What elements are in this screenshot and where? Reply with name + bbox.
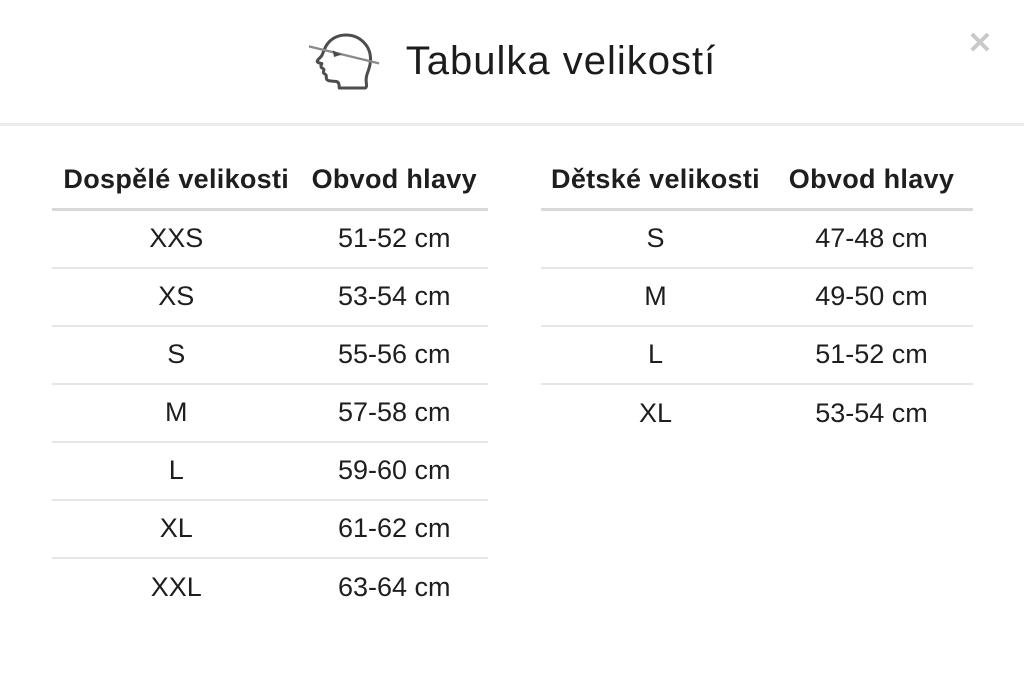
table-row: S 47-48 cm: [541, 209, 973, 269]
children-circumference-column-header: Obvod hlavy: [769, 164, 973, 211]
table-row: L 59-60 cm: [52, 441, 488, 501]
table-cell: M: [52, 383, 301, 443]
table-row: M 49-50 cm: [541, 267, 973, 327]
table-cell: 49-50 cm: [769, 267, 973, 327]
table-row: XL 61-62 cm: [52, 499, 488, 559]
table-header-row: Dětské velikosti Obvod hlavy: [541, 164, 973, 211]
table-cell: XS: [52, 267, 301, 327]
table-cell: 59-60 cm: [300, 441, 488, 501]
modal-title: Tabulka velikostí: [405, 39, 717, 83]
table-row: XS 53-54 cm: [52, 267, 488, 327]
head-measurement-icon: [308, 29, 380, 94]
close-icon[interactable]: ✕: [960, 24, 1000, 64]
children-sizes-table: Dětské velikosti Obvod hlavy S 47-48 cm M 4…: [541, 164, 973, 442]
table-row: S 55-56 cm: [52, 325, 488, 385]
table-cell: 51-52 cm: [300, 209, 488, 269]
table-cell: 61-62 cm: [300, 499, 488, 559]
table-cell: XXS: [52, 209, 301, 269]
children-size-column-header: Dětské velikosti: [541, 164, 770, 211]
table-cell: XXL: [150, 571, 202, 602]
table-header-row: Dospělé velikosti Obvod hlavy: [52, 164, 488, 211]
size-tables-container: Dospělé velikosti Obvod hlavy XXS 51-52 c…: [0, 126, 1024, 616]
table-cell: S: [541, 209, 770, 269]
adult-circumference-column-header: Obvod hlavy: [300, 164, 488, 211]
size-chart-modal-header: Tabulka velikostí ✕: [0, 0, 1024, 126]
table-cell: M: [541, 267, 770, 327]
table-row: XXL 63-64 cm: [52, 558, 488, 616]
table-cell: XL: [638, 397, 672, 428]
table-cell: 57-58 cm: [300, 383, 488, 443]
table-cell: L: [52, 441, 301, 501]
table-cell: L: [541, 325, 770, 385]
table-cell: 47-48 cm: [769, 209, 973, 269]
table-cell: 55-56 cm: [300, 325, 488, 385]
table-cell: 63-64 cm: [337, 571, 451, 602]
table-cell: S: [52, 325, 301, 385]
table-cell: 51-52 cm: [769, 325, 973, 385]
table-cell: XL: [52, 499, 301, 559]
table-cell: 53-54 cm: [815, 397, 928, 428]
table-row: XL 53-54 cm: [541, 384, 973, 442]
table-row: L 51-52 cm: [541, 325, 973, 385]
table-cell: 53-54 cm: [300, 267, 488, 327]
table-row: M 57-58 cm: [52, 383, 488, 443]
adult-sizes-table: Dospělé velikosti Obvod hlavy XXS 51-52 c…: [52, 164, 488, 616]
table-row: XXS 51-52 cm: [52, 209, 488, 269]
adult-size-column-header: Dospělé velikosti: [52, 164, 301, 211]
